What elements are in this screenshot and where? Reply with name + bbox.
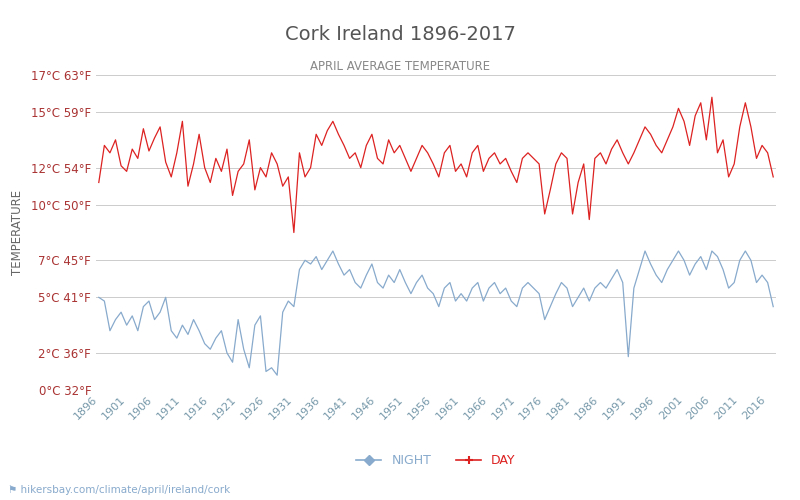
Y-axis label: TEMPERATURE: TEMPERATURE: [11, 190, 24, 275]
Text: ⚑ hikersbay.com/climate/april/ireland/cork: ⚑ hikersbay.com/climate/april/ireland/co…: [8, 485, 230, 495]
Legend: NIGHT, DAY: NIGHT, DAY: [351, 449, 521, 472]
Text: APRIL AVERAGE TEMPERATURE: APRIL AVERAGE TEMPERATURE: [310, 60, 490, 73]
Text: Cork Ireland 1896-2017: Cork Ireland 1896-2017: [285, 25, 515, 44]
